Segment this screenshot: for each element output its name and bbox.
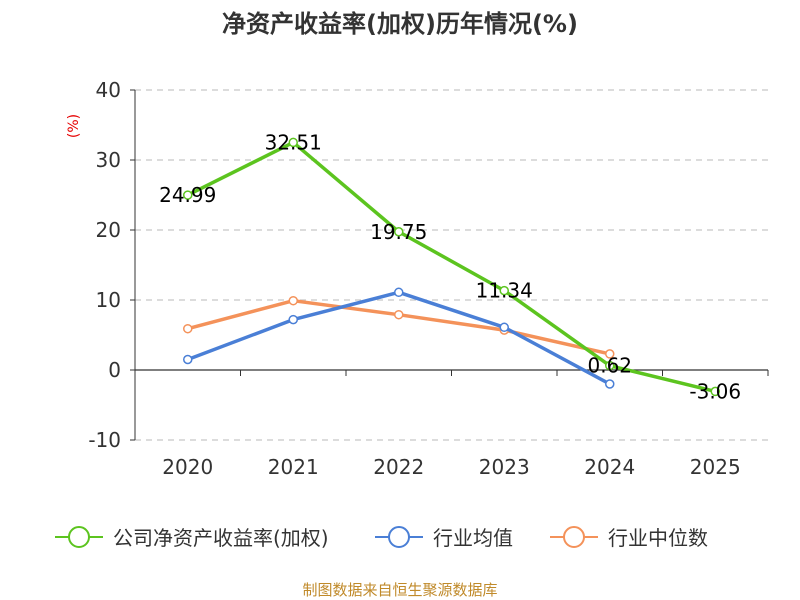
legend-label: 行业中位数	[608, 526, 708, 550]
x-tick-label: 2022	[373, 455, 424, 479]
x-tick-label: 2025	[690, 455, 741, 479]
data-point	[499, 285, 509, 296]
series-2	[183, 295, 615, 359]
y-tick-label: 30	[96, 148, 121, 172]
legend-swatch-marker	[68, 526, 90, 548]
x-tick-label: 2020	[162, 455, 213, 479]
data-label: 24.99	[159, 183, 216, 207]
data-label: 32.51	[265, 130, 322, 154]
data-label: 0.62	[587, 354, 632, 378]
grid-layer	[135, 89, 768, 441]
data-point	[288, 295, 298, 306]
x-tick-label: 2023	[479, 455, 530, 479]
legend-item-2[interactable]: 行业中位数	[550, 526, 708, 550]
x-tick-label: 2021	[268, 455, 319, 479]
legend-swatch-marker	[388, 526, 410, 548]
series-layer	[183, 137, 720, 397]
data-source-note: 制图数据来自恒生聚源数据库	[302, 581, 497, 599]
data-point	[288, 137, 298, 148]
y-tick-label: 20	[96, 218, 121, 242]
legend-item-0[interactable]: 公司净资产收益率(加权)	[55, 526, 329, 550]
y-tick-label: 10	[96, 288, 121, 312]
data-point	[394, 287, 404, 298]
data-point	[710, 386, 720, 397]
data-point	[288, 314, 298, 325]
data-label: 11.34	[476, 279, 533, 303]
series-line	[186, 140, 716, 394]
axis-layer: 40 30 20 10 0 -10 2020 2021 2022 2023 2024 2025	[88, 78, 769, 479]
data-point	[394, 227, 404, 237]
y-tick-label: -10	[88, 428, 121, 452]
legend-swatch-marker	[563, 526, 585, 548]
data-point	[605, 349, 615, 359]
legend-label: 行业均值	[433, 526, 513, 550]
series-0	[183, 137, 720, 397]
data-point	[499, 322, 509, 333]
series-1	[183, 287, 615, 389]
data-point	[605, 360, 615, 371]
data-point	[183, 190, 193, 200]
data-point	[183, 354, 193, 365]
y-tick-label: 0	[108, 358, 121, 382]
data-point	[394, 309, 404, 320]
data-label-layer: 24.99 32.51 19.75 11.34 0.62 -3.06	[159, 130, 741, 403]
y-axis-unit: (%)	[66, 114, 82, 138]
legend-label: 公司净资产收益率(加权)	[113, 526, 329, 550]
series-line	[187, 298, 611, 356]
legend: 公司净资产收益率(加权) 行业均值 行业中位数	[55, 526, 708, 550]
legend-item-1[interactable]: 行业均值	[375, 526, 513, 550]
data-point	[183, 323, 193, 334]
x-tick-label: 2024	[584, 455, 635, 479]
data-label: -3.06	[689, 379, 741, 403]
y-tick-label: 40	[96, 78, 121, 102]
chart-title: 净资产收益率(加权)历年情况(%)	[222, 10, 578, 38]
data-point	[605, 379, 615, 389]
data-label: 19.75	[370, 220, 427, 244]
